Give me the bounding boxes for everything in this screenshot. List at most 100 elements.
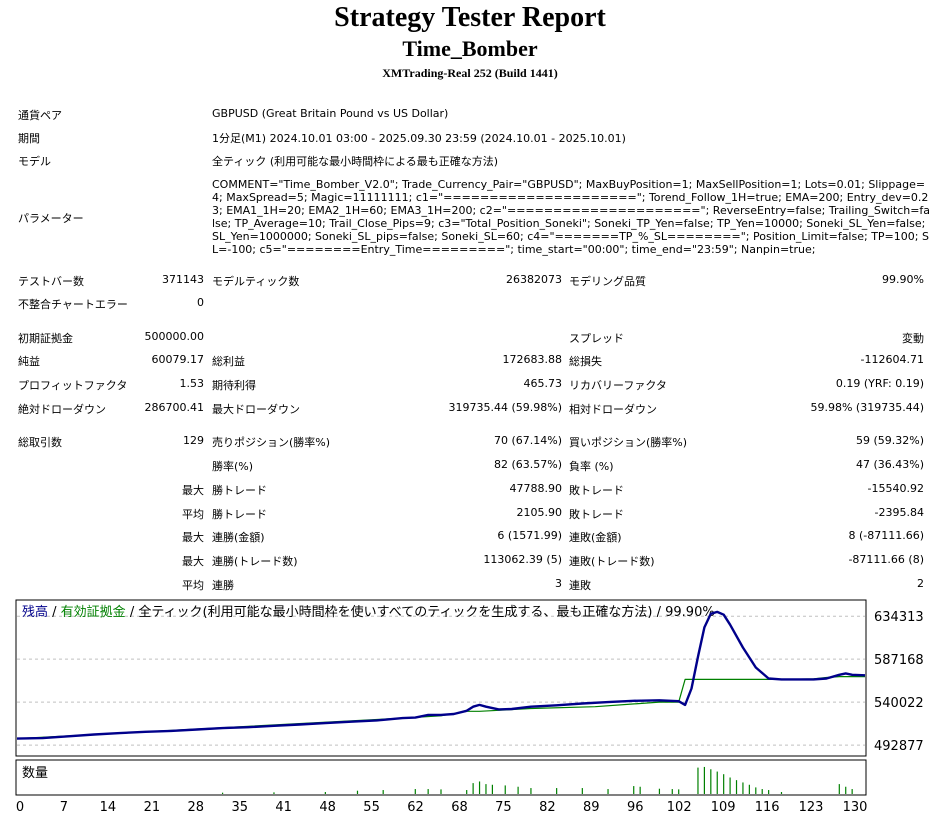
total-trades-label: 総取引数 [18,436,62,449]
period-value: 1分足(M1) 2024.10.01 03:00 - 2025.09.30 23… [212,132,626,145]
avg-loss-value: -2395.84 [874,506,924,519]
max-prefix: 最大 [182,531,204,544]
x-tick-label: 96 [627,800,644,815]
model-value: 全ティック (利用可能な最小時間枠による最も正確な方法) [212,155,499,168]
symbol-value: GBPUSD (Great Britain Pound vs US Dollar… [212,107,449,120]
y-tick-label: 540022 [874,696,924,711]
y-tick-label: 492877 [874,739,924,754]
consec-win-amount-value: 6 (1571.99) [497,529,562,542]
spread-value: 変動 [902,332,924,345]
x-tick-label: 14 [100,800,117,815]
params-value: COMMENT="Time_Bomber_V2.0"; Trade_Curren… [212,178,931,256]
rel-drawdown-label: 相対ドローダウン [569,403,657,416]
quality-label: モデリング品質 [569,275,646,288]
avg-prefix: 平均 [182,579,204,592]
consec-loss-count-value: -87111.66 (8) [848,553,924,566]
short-positions-value: 70 (67.14%) [493,434,562,447]
avg-win-label: 勝トレード [212,508,267,521]
spread-label: スプレッド [569,332,624,345]
consec-loss-count-label: 連敗(トレード数) [569,555,655,568]
profit-factor-value: 1.53 [179,377,205,390]
period-label: 期間 [18,132,40,145]
chart-frame [15,599,867,757]
quality-value: 99.90% [882,273,924,286]
largest-loss-label: 敗トレード [569,484,624,497]
x-tick-label: 28 [188,800,205,815]
model-label: モデル [18,155,51,168]
x-tick-label: 21 [144,800,161,815]
max-prefix: 最大 [182,555,204,568]
ticks-value: 26382073 [506,273,562,286]
total-trades-value: 129 [183,434,204,447]
expected-payoff-value: 465.73 [523,377,563,390]
max-prefix: 最大 [182,484,204,497]
loss-rate-value: 47 (36.43%) [855,458,924,471]
max-drawdown-label: 最大ドローダウン [212,403,300,416]
volume-bars [221,766,853,794]
bars-value: 371143 [162,273,204,286]
x-tick-label: 102 [667,800,692,815]
bars-label: テストバー数 [18,275,84,288]
largest-win-label: 勝トレード [212,484,267,497]
largest-win-value: 47788.90 [509,482,563,495]
deposit-value: 500000.00 [144,330,205,343]
abs-drawdown-value: 286700.41 [144,401,205,414]
consec-win-count-label: 連勝(トレード数) [212,555,298,568]
x-tick-label: 35 [231,800,248,815]
recovery-factor-label: リカバリーファクタ [569,379,667,392]
gross-profit-label: 総利益 [212,355,245,368]
legend-rest: / 全ティック(利用可能な最小時間枠を使いすべてのティックを生成する、最も正確な… [126,604,715,620]
report-title: Strategy Tester Report [334,2,606,33]
gross-profit-value: 172683.88 [502,353,563,366]
largest-loss-value: -15540.92 [867,482,924,495]
x-tick-label: 68 [451,800,468,815]
consec-win-amount-label: 連勝(金額) [212,531,265,544]
balance-line [16,610,866,740]
symbol-label: 通貨ペア [18,109,62,122]
deposit-label: 初期証拠金 [18,332,73,345]
avg-consec-loss-value: 2 [917,577,924,590]
x-tick-label: 62 [407,800,424,815]
win-rate-label: 勝率(%) [212,460,254,473]
balance-chart: 残高 / 有効証拠金 / 全ティック(利用可能な最小時間枠を使いすべてのティック… [15,599,924,815]
ea-name: Time_Bomber [402,36,538,61]
volume-label: 数量 [22,766,48,781]
x-tick-label: 48 [319,800,336,815]
x-tick-label: 123 [799,800,824,815]
avg-win-value: 2105.90 [516,506,563,519]
rel-drawdown-value: 59.98% (319735.44) [810,401,924,414]
recovery-factor-value: 0.19 (YRF: 0.19) [835,377,924,390]
avg-consec-win-label: 連勝 [212,579,234,592]
loss-rate-label: 負率 (%) [569,460,614,473]
legend-equity: 有効証拠金 [61,604,126,620]
mismatch-label: 不整合チャートエラー [18,298,128,311]
long-positions-value: 59 (59.32%) [855,434,924,447]
x-tick-label: 0 [16,800,24,815]
net-profit-label: 純益 [18,355,40,368]
legend-sep: / [48,605,61,620]
avg-consec-win-value: 3 [555,577,562,590]
x-tick-label: 75 [495,800,512,815]
long-positions-label: 買いポジション(勝率%) [569,436,688,449]
win-rate-value: 82 (63.57%) [493,458,562,471]
mismatch-value: 0 [197,296,204,309]
consec-win-count-value: 113062.39 (5) [483,553,562,566]
volume-frame [15,759,867,796]
avg-loss-label: 敗トレード [569,508,624,521]
x-tick-label: 116 [755,800,780,815]
params-label: パラメーター [18,212,84,225]
avg-consec-loss-label: 連敗 [569,579,591,592]
abs-drawdown-label: 絶対ドローダウン [18,403,106,416]
avg-prefix: 平均 [182,508,204,521]
ticks-label: モデルティック数 [212,275,300,288]
server-info: XMTrading-Real 252 (Build 1441) [382,66,558,80]
x-tick-label: 109 [711,800,736,815]
x-tick-label: 55 [363,800,380,815]
legend-balance: 残高 [22,604,48,620]
y-tick-label: 587168 [874,653,924,668]
gross-loss-label: 総損失 [569,355,602,368]
chart-series [16,610,866,740]
y-tick-label: 634313 [874,610,924,625]
gross-loss-value: -112604.71 [860,353,924,366]
consec-loss-amount-label: 連敗(金額) [569,531,622,544]
